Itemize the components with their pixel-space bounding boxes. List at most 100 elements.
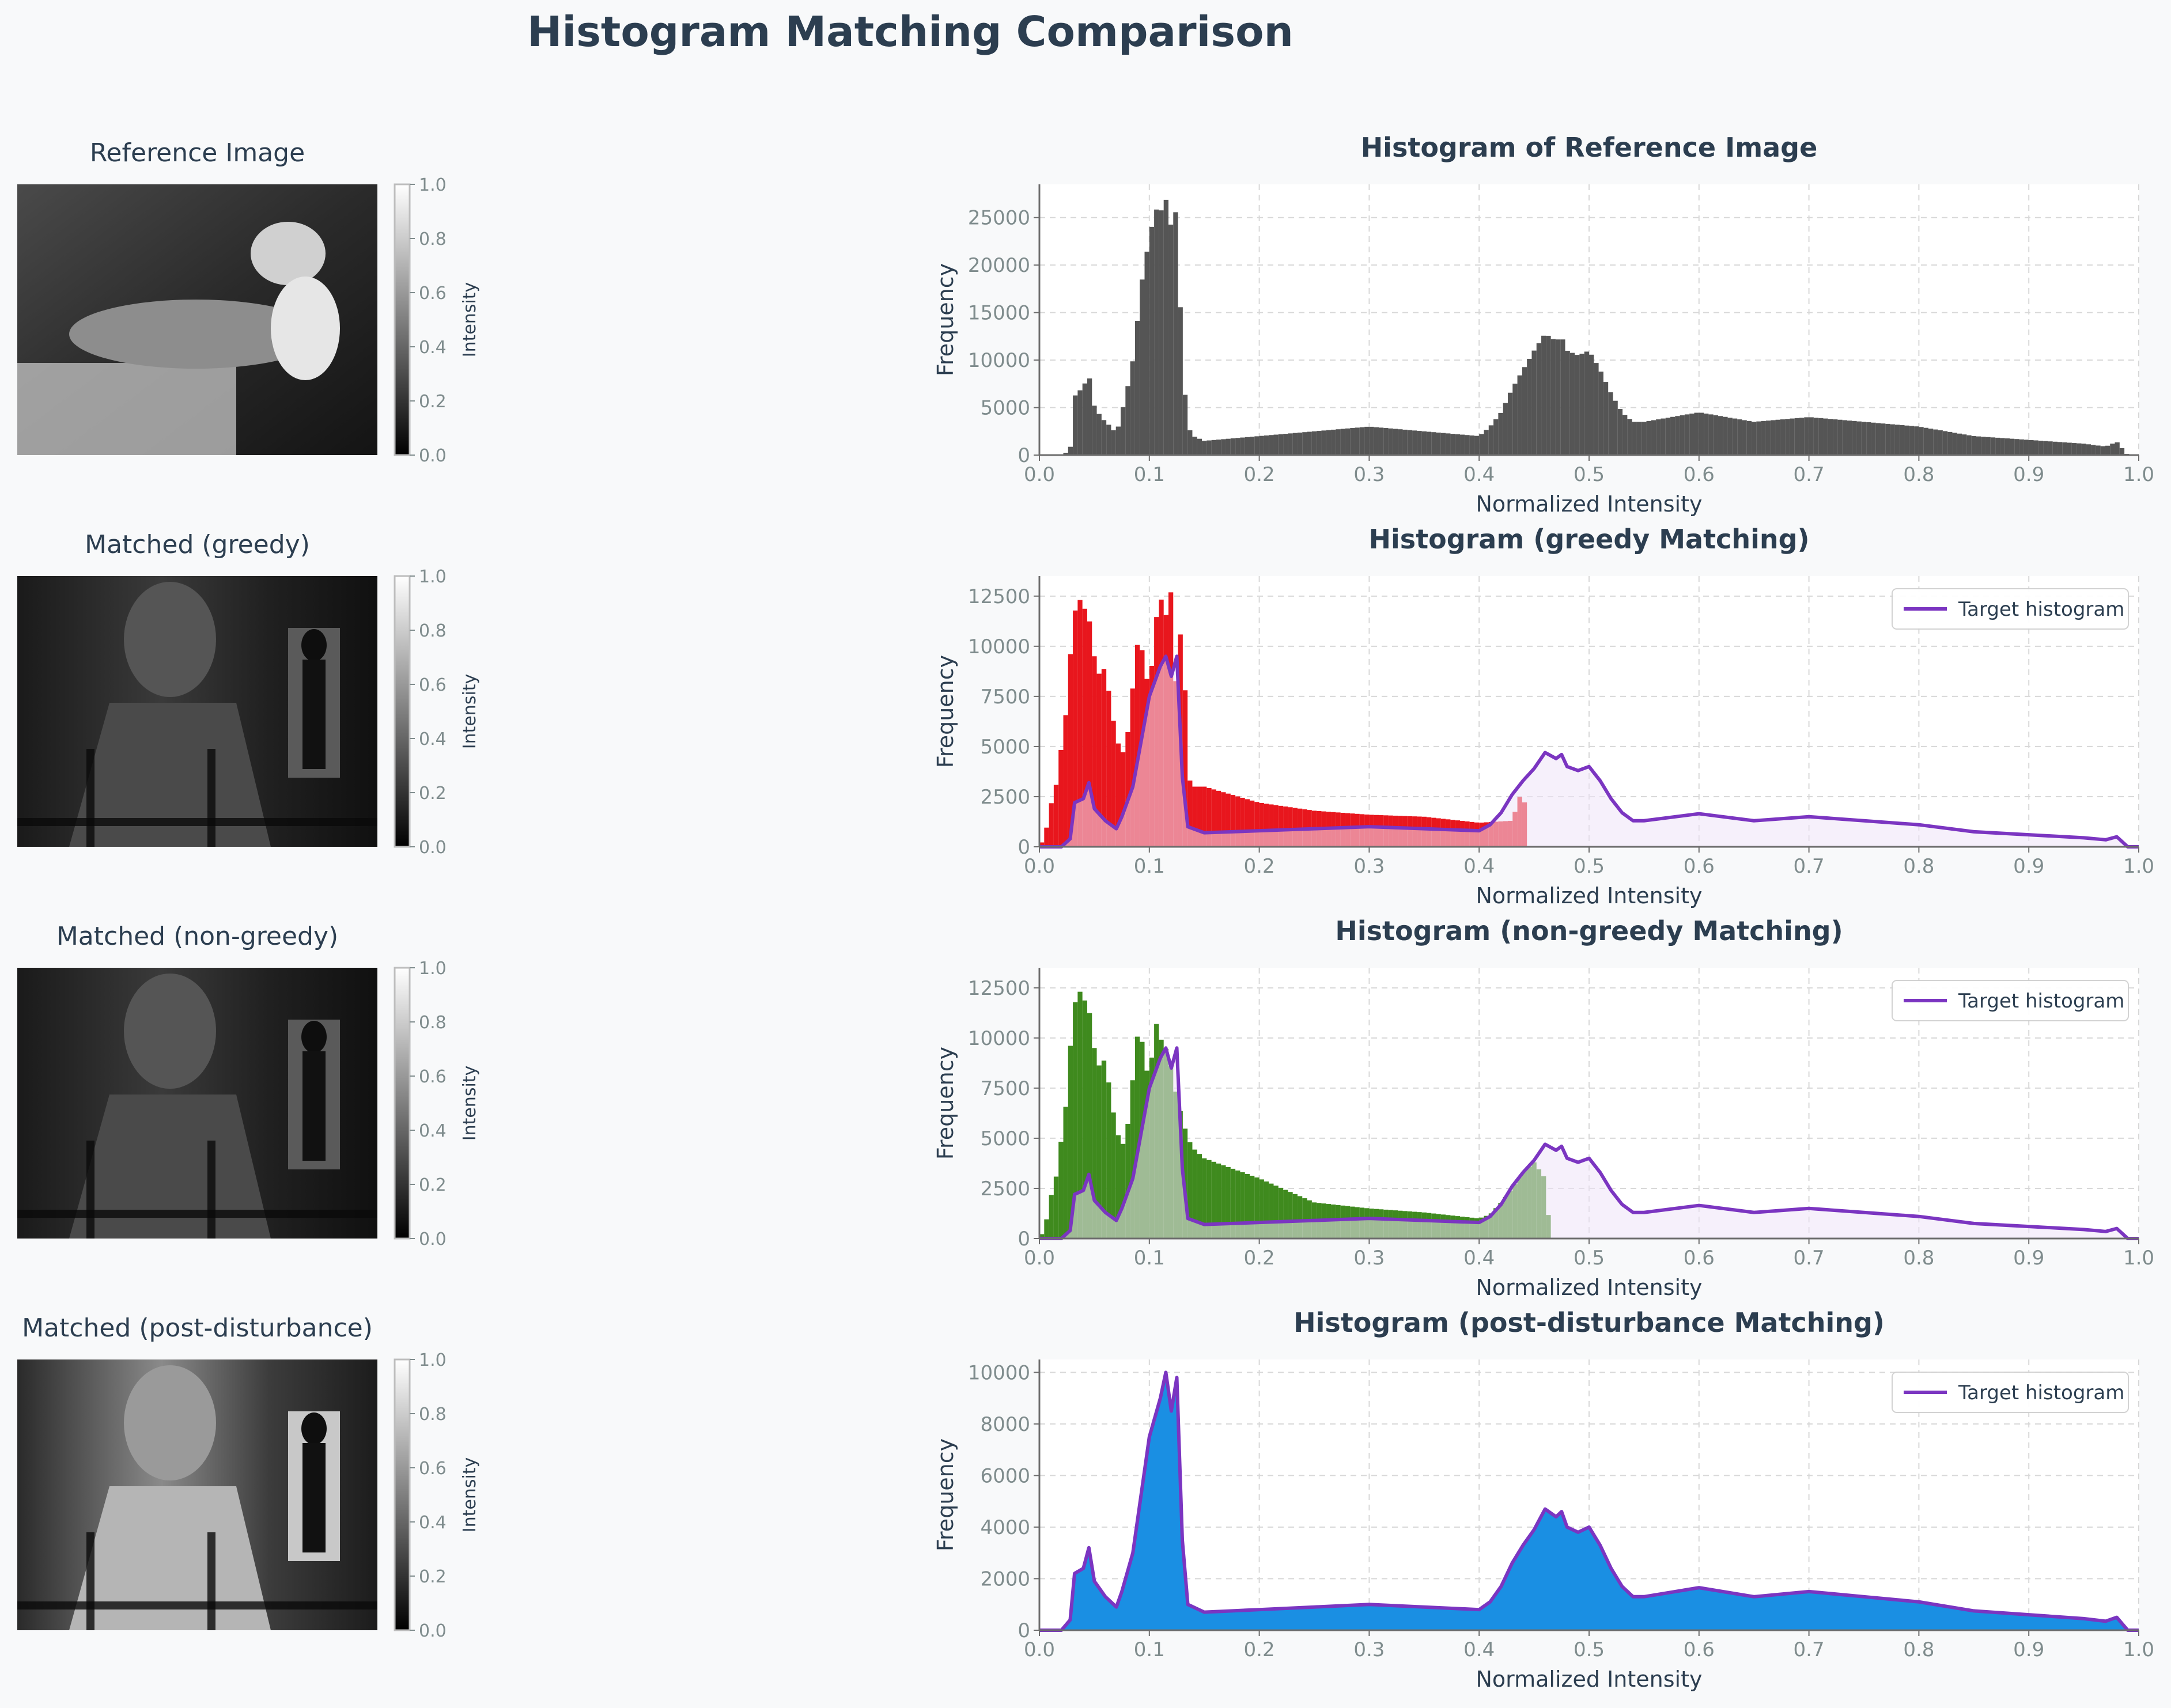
histogram-bar <box>1278 1187 1284 1239</box>
histogram-bar <box>1632 422 1637 455</box>
histogram-bar <box>1794 418 1800 455</box>
histogram-bar <box>1096 1065 1102 1239</box>
x-tick-label: 0.9 <box>2013 1638 2044 1661</box>
histogram-bar <box>1206 787 1212 847</box>
histogram-bar <box>1077 390 1083 455</box>
y-tick-label: 10000 <box>968 1361 1030 1384</box>
histogram-series <box>1063 199 2130 455</box>
legend: Target histogram <box>1892 1372 2129 1413</box>
histogram-bar <box>1125 386 1130 455</box>
histogram-bar <box>1216 440 1221 455</box>
histogram-bar <box>1302 432 1307 455</box>
y-tick-label: 0 <box>1018 836 1030 859</box>
row-2: Matched (non-greedy) 0.0 0.2 0.4 0.6 0.8 1.0 In… <box>17 915 2154 1300</box>
x-tick-label: 0.2 <box>1244 855 1275 878</box>
histogram-bar <box>1957 433 1962 455</box>
histogram-bar <box>1675 416 1680 455</box>
histogram-bar <box>1273 434 1279 455</box>
x-axis-label: Normalized Intensity <box>1476 1275 1703 1300</box>
histogram-bar <box>1039 1234 1045 1239</box>
histogram-bar <box>1450 434 1455 455</box>
histogram-bar <box>2105 445 2111 455</box>
histogram-bar <box>1469 435 1474 455</box>
histogram-bar <box>1125 1123 1130 1239</box>
histogram-bar <box>2077 443 2082 455</box>
histogram-bar <box>1847 421 1852 455</box>
x-tick-label: 0.9 <box>2013 855 2044 878</box>
y-tick-label: 10000 <box>968 1027 1030 1050</box>
histogram-bar <box>2062 442 2067 455</box>
histogram-bar <box>1613 400 1618 455</box>
histogram-chart: Histogram (non-greedy Matching) 0.0 0.1 0.2… <box>933 915 2154 1300</box>
histogram-bar <box>1221 792 1226 847</box>
histogram-bar <box>1622 415 1628 455</box>
histogram-bar <box>1317 431 1322 455</box>
histogram-bar <box>1594 363 1599 455</box>
histogram-bar <box>1756 421 1761 455</box>
histogram-bar <box>1206 1160 1212 1239</box>
histogram-bar <box>1799 418 1805 455</box>
y-tick-label: 10000 <box>968 635 1030 658</box>
histogram-bar <box>1106 425 1111 455</box>
y-tick-label: 12500 <box>968 585 1030 608</box>
y-tick-label: 4000 <box>980 1516 1030 1539</box>
histogram-bar <box>1881 423 1886 455</box>
histogram-bar <box>1297 1196 1303 1239</box>
histogram-bar <box>1790 418 1795 455</box>
histogram-bar <box>2043 441 2048 455</box>
colorbar-tick-label: 0.0 <box>419 1621 447 1641</box>
histogram-bar <box>2014 439 2019 455</box>
histogram-bar <box>1684 414 1690 455</box>
histogram-bar <box>1680 415 1685 455</box>
histogram-bar <box>2033 440 2038 455</box>
histogram-bar <box>1288 1192 1293 1239</box>
histogram-bar <box>2038 441 2044 455</box>
histogram-bar <box>2119 448 2125 455</box>
histogram-bar <box>1894 425 1900 455</box>
x-axis-label: Normalized Intensity <box>1476 491 1703 517</box>
histogram-bar <box>1311 431 1317 455</box>
x-tick-label: 0.6 <box>1684 1638 1715 1661</box>
histogram-bar <box>1446 433 1451 455</box>
histogram-bar <box>2004 438 2010 455</box>
target-histogram-line <box>1039 1046 2139 1240</box>
histogram-bar <box>1044 1219 1049 1239</box>
histogram-bar <box>1173 212 1178 455</box>
image-title: Reference Image <box>90 138 305 168</box>
y-tick-label: 7500 <box>980 1077 1030 1100</box>
histogram-bar <box>1159 210 1164 455</box>
histogram-bar <box>1226 438 1231 455</box>
histogram-bar <box>1063 1107 1068 1239</box>
y-tick-label: 0 <box>1018 444 1030 467</box>
x-tick-label: 0.9 <box>2013 1247 2044 1270</box>
colorbar: 0.0 0.2 0.4 0.6 0.8 1.0 Intensity <box>394 567 480 858</box>
histogram-bar <box>1737 419 1742 455</box>
x-tick-label: 0.7 <box>1794 855 1825 878</box>
histogram-bar <box>1192 437 1197 455</box>
histogram-bar <box>1904 425 1909 455</box>
histogram-bar <box>1250 437 1255 455</box>
colorbar-tick-label: 0.6 <box>419 1459 447 1479</box>
histogram-chart: Histogram (greedy Matching) 0.0 0.1 0.2 0.3 0… <box>933 524 2154 908</box>
histogram-bar <box>1780 419 1786 455</box>
histogram-bar <box>1775 419 1780 455</box>
histogram-bar <box>1823 418 1828 455</box>
histogram-bar <box>1101 1061 1107 1239</box>
chart-title: Histogram (non-greedy Matching) <box>1335 915 1843 946</box>
colorbar: 0.0 0.2 0.4 0.6 0.8 1.0 Intensity <box>394 1350 480 1641</box>
histogram-bar <box>1718 416 1723 455</box>
histogram-bar <box>1134 645 1140 847</box>
x-tick-label: 0.6 <box>1684 463 1715 486</box>
histogram-bar <box>1202 441 1207 455</box>
histogram-bar <box>1833 419 1838 455</box>
histogram-bar <box>1699 412 1704 455</box>
histogram-bar <box>1670 416 1675 455</box>
colorbar-tick-label: 0.6 <box>419 283 447 304</box>
histogram-bar <box>1727 418 1733 455</box>
histogram-bar <box>1230 795 1236 847</box>
colorbar-tick-label: 0.0 <box>419 446 447 466</box>
histogram-bar <box>1259 803 1264 847</box>
x-tick-label: 0.1 <box>1134 463 1165 486</box>
image-man-contrast <box>17 1359 377 1630</box>
y-tick-label: 6000 <box>980 1464 1030 1487</box>
